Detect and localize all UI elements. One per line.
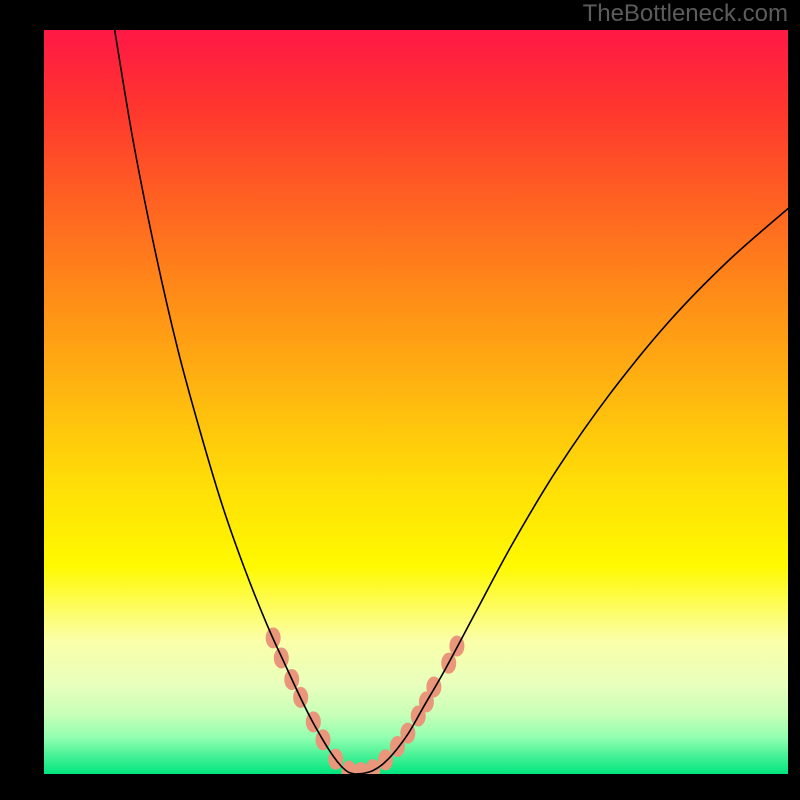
gradient-background [44,30,788,774]
plot-area [44,30,788,774]
watermark-text: TheBottleneck.com [583,0,788,28]
plot-svg [44,30,788,774]
chart-outer: TheBottleneck.com [0,0,800,800]
